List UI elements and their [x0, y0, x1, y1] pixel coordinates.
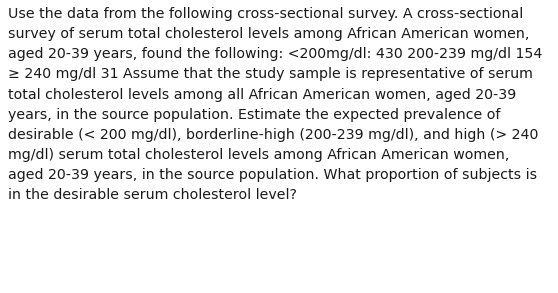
- Text: Use the data from the following cross-sectional survey. A cross-sectional survey: Use the data from the following cross-se…: [8, 7, 543, 202]
